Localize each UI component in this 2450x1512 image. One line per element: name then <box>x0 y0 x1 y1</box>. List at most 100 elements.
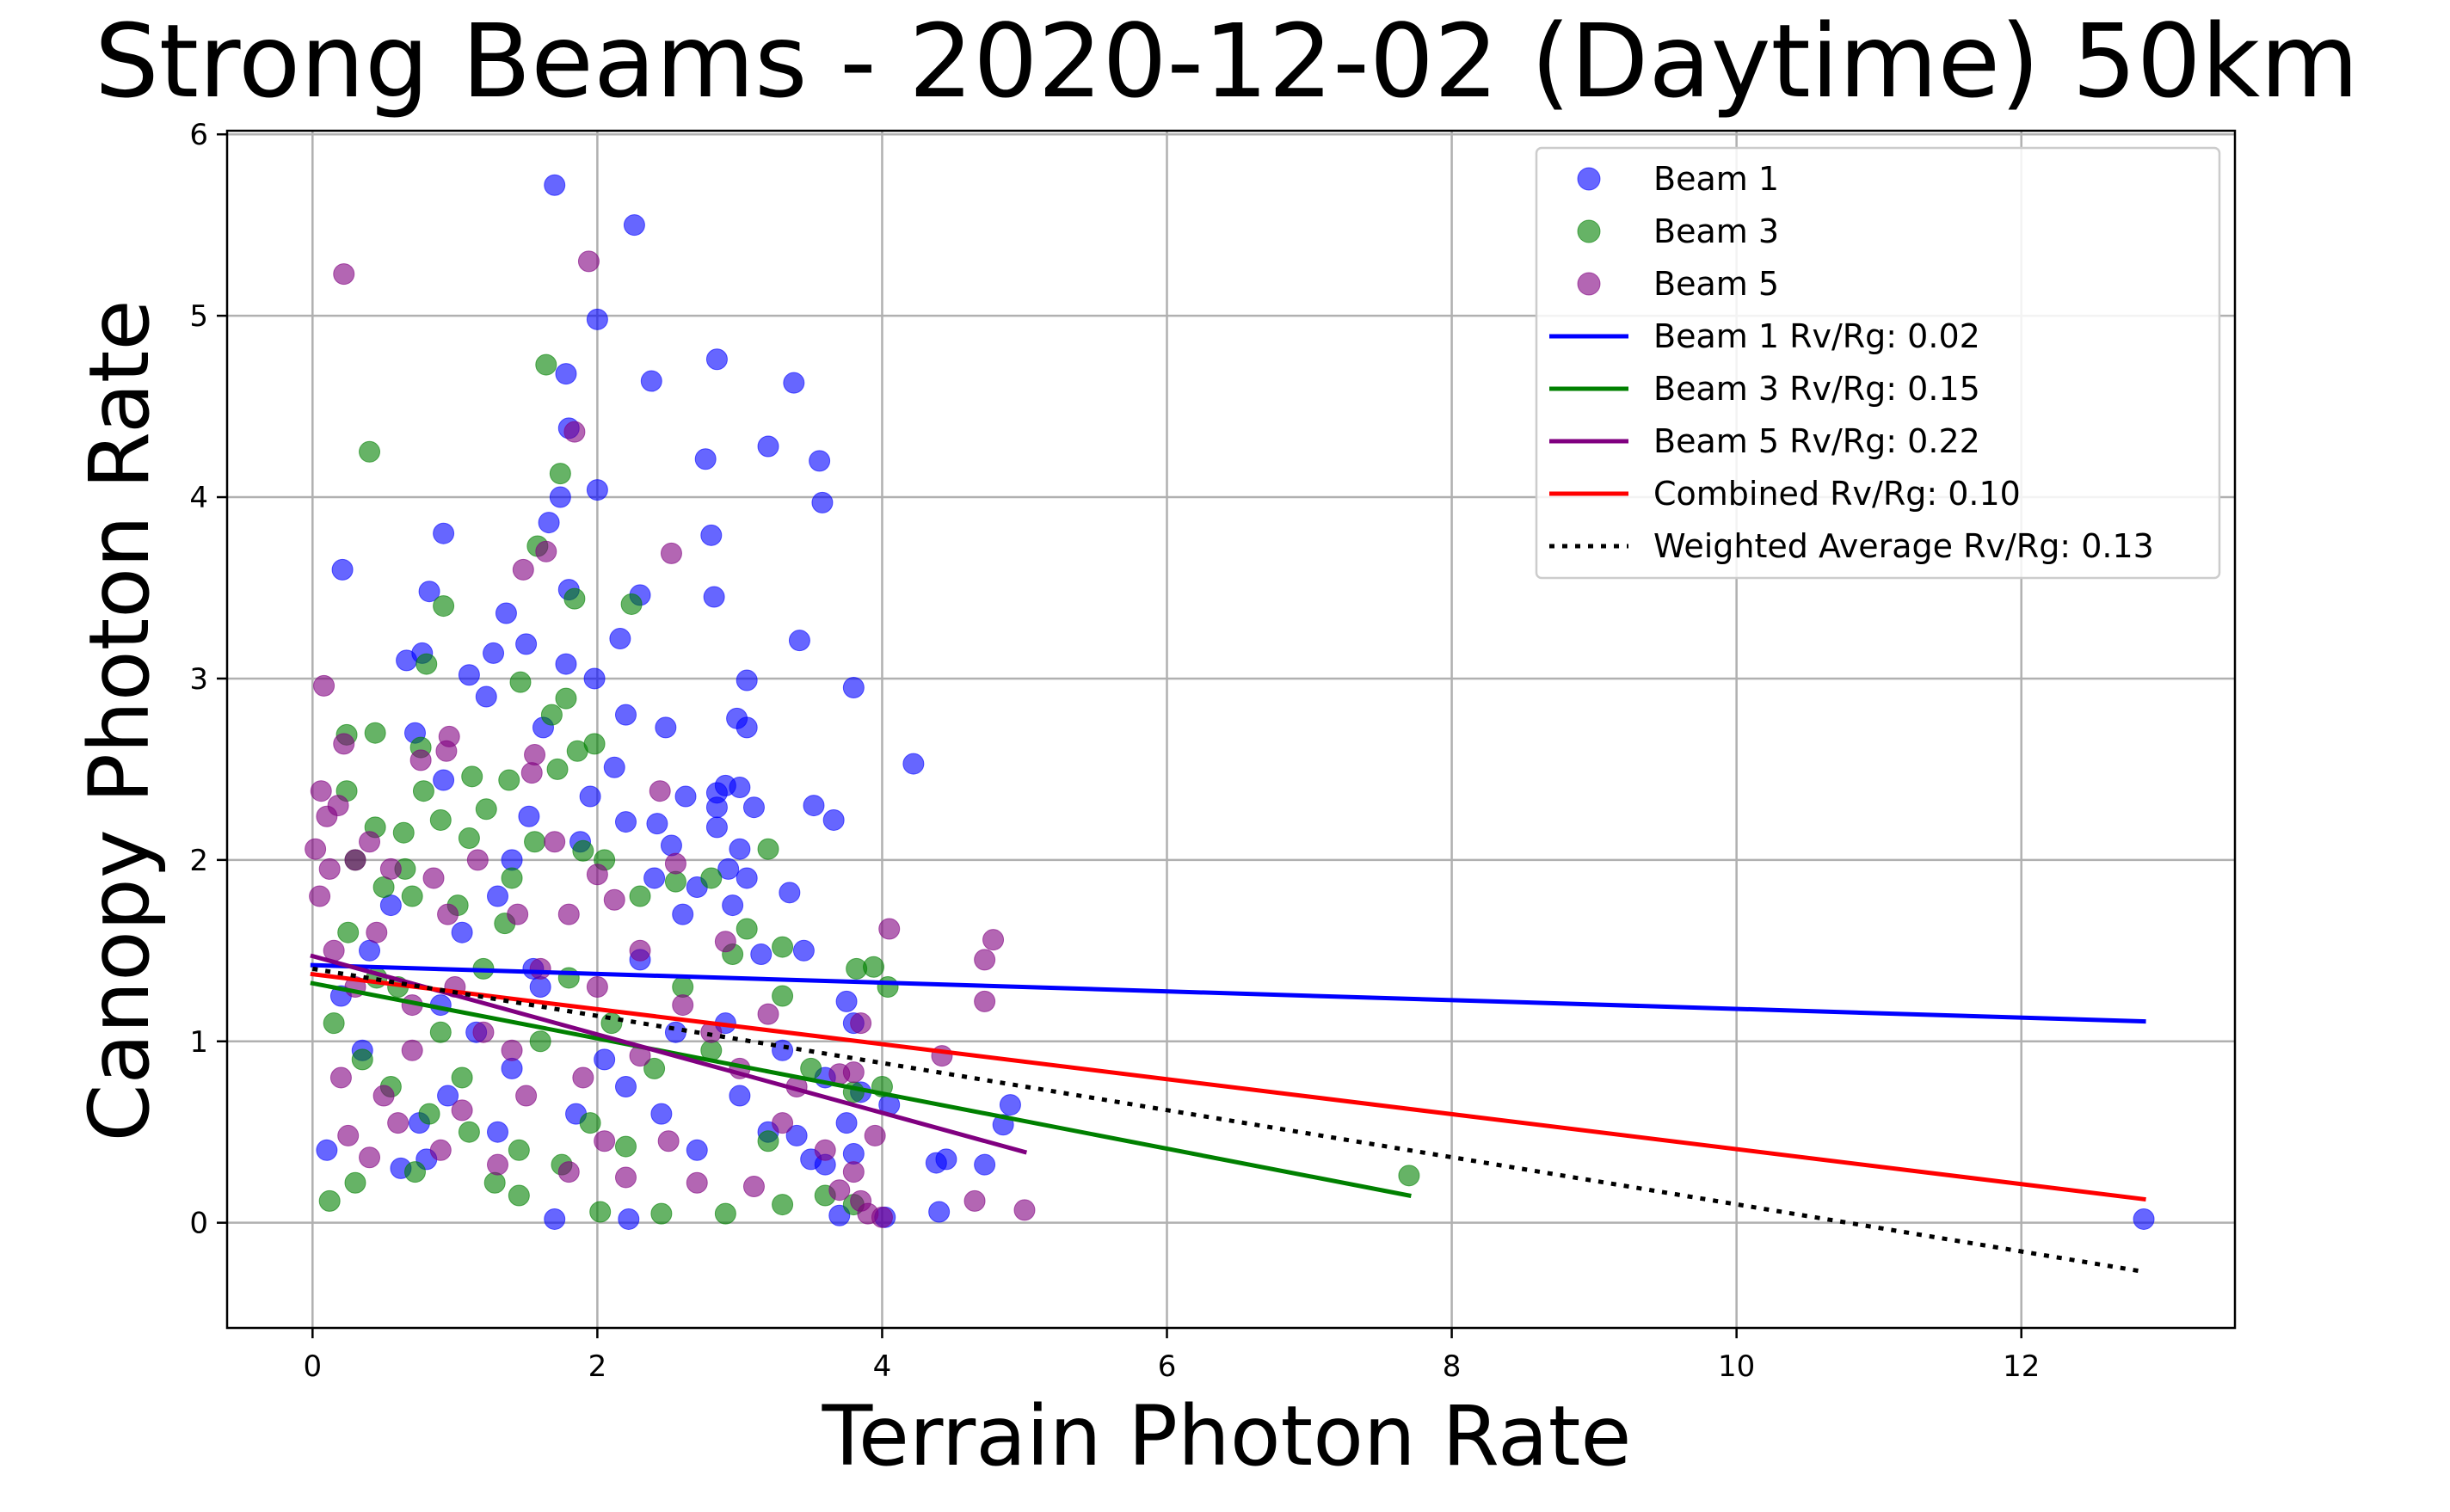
beam-5-point <box>660 542 682 564</box>
beam-1-point <box>451 921 473 943</box>
beam-3-point <box>579 1112 601 1134</box>
beam-1-point <box>835 1112 858 1134</box>
beam-5-point <box>466 849 489 871</box>
legend-label-beam-1: Beam 1 <box>1653 160 1779 198</box>
beam-5-point <box>512 558 534 581</box>
beam-5-point <box>657 1130 680 1152</box>
beam-1-point <box>705 348 728 371</box>
beam-1-point <box>999 1094 1021 1116</box>
beam-1-point <box>538 512 560 534</box>
beam-1-point <box>729 1085 751 1107</box>
y-axis-label: Canopy Photon Rate <box>71 299 168 1141</box>
beam-1-point <box>623 214 645 237</box>
beam-3-point <box>714 1202 736 1225</box>
beam-1-point <box>603 756 625 778</box>
beam-5-point <box>603 888 625 911</box>
beam-3-point <box>664 870 686 893</box>
beam-1-point <box>757 435 779 458</box>
beam-3-point <box>643 1057 666 1079</box>
beam-5-point <box>344 849 366 871</box>
beam-5-point <box>857 1202 879 1225</box>
y-tick-label: 1 <box>189 1025 208 1060</box>
beam-1-point <box>316 1139 338 1161</box>
beam-5-point <box>649 780 671 802</box>
beam-3-point <box>351 1048 373 1071</box>
legend-label-beam-3-rv-rg-0-15: Beam 3 Rv/Rg: 0.15 <box>1653 370 1980 408</box>
beam-3-point <box>337 921 360 943</box>
beam-5-point <box>563 421 586 443</box>
beam-1-point <box>583 667 606 690</box>
beam-3-point <box>672 975 694 998</box>
beam-3-point <box>461 765 483 788</box>
beam-1-point <box>742 796 765 819</box>
beam-1-point <box>736 669 758 691</box>
beam-1-point <box>643 867 666 889</box>
beam-1-point <box>705 796 728 819</box>
beam-1-point <box>437 1085 459 1107</box>
legend-marker-beam-1 <box>1577 167 1601 191</box>
beam-5-point <box>842 1161 865 1183</box>
beam-5-point <box>594 1130 616 1152</box>
beam-1-point <box>974 1153 996 1176</box>
beam-5-point <box>535 540 557 562</box>
beam-3-point <box>772 936 794 958</box>
chart-title: Strong Beams - 2020-12-02 (Daytime) 50km <box>95 2 2359 120</box>
beam-1-point <box>650 1103 673 1125</box>
y-tick-label: 2 <box>189 844 208 878</box>
beam-1-point <box>736 716 758 739</box>
beam-5-point <box>520 762 543 784</box>
beam-1-point <box>809 450 831 472</box>
beam-3-point <box>529 1030 551 1053</box>
beam-5-point <box>366 921 388 943</box>
beam-5-point <box>451 1099 473 1122</box>
beam-3-point <box>549 463 571 485</box>
beam-1-point <box>646 813 668 835</box>
x-tick-label: 0 <box>303 1349 322 1384</box>
beam-3-point <box>772 1194 794 1216</box>
beam-1-point <box>822 808 845 831</box>
beam-3-point <box>540 704 563 726</box>
beam-1-point <box>501 849 523 871</box>
beam-5-point <box>359 1146 381 1169</box>
legend: Beam 1 Beam 3 Beam 5 Beam 1 Rv/Rg: 0.02 Beam… <box>1535 146 2221 580</box>
beam-1-point <box>928 1201 951 1223</box>
beam-3-point <box>736 918 758 940</box>
beam-5-point <box>422 867 445 889</box>
x-tick-label: 12 <box>2003 1349 2040 1384</box>
beam-5-point <box>586 864 608 886</box>
legend-marker-beam-5 <box>1577 272 1601 296</box>
legend-marker-beam-3 <box>1577 219 1601 243</box>
beam-1-point <box>655 716 677 739</box>
beam-3-point <box>589 1201 612 1223</box>
beam-1-point <box>785 1124 808 1146</box>
beam-1-point <box>902 753 925 775</box>
beam-3-point <box>629 885 651 907</box>
x-tick-label: 8 <box>1443 1349 1462 1384</box>
beam-1-point <box>501 1057 523 1079</box>
beam-1-point <box>594 1048 616 1071</box>
beam-1-point <box>331 558 354 581</box>
beam-1-point <box>555 363 577 385</box>
beam-3-point <box>508 1139 530 1161</box>
beam-1-point <box>379 894 402 917</box>
beam-1-point <box>614 704 637 726</box>
beam-1-point <box>475 685 497 708</box>
beam-1-point <box>487 885 509 907</box>
beam-5-point <box>309 885 331 907</box>
beam-3-point <box>863 956 885 978</box>
beam-3-point <box>524 831 546 853</box>
legend-label-beam-5-rv-rg-0-22: Beam 5 Rv/Rg: 0.22 <box>1653 422 1980 460</box>
beam-1-point <box>783 372 805 394</box>
legend-label-beam-5: Beam 5 <box>1653 265 1779 303</box>
beam-3-point <box>535 353 557 376</box>
beam-3-point <box>508 1184 530 1207</box>
beam-5-point <box>305 838 327 860</box>
beam-1-point <box>640 370 662 392</box>
beam-5-point <box>614 1166 637 1189</box>
beam-1-point <box>549 486 571 508</box>
beam-1-point <box>495 602 517 624</box>
beam-5-point <box>507 903 529 925</box>
beam-5-point <box>864 1124 886 1146</box>
beam-3-point <box>563 587 586 610</box>
beam-3-point <box>483 1171 506 1194</box>
